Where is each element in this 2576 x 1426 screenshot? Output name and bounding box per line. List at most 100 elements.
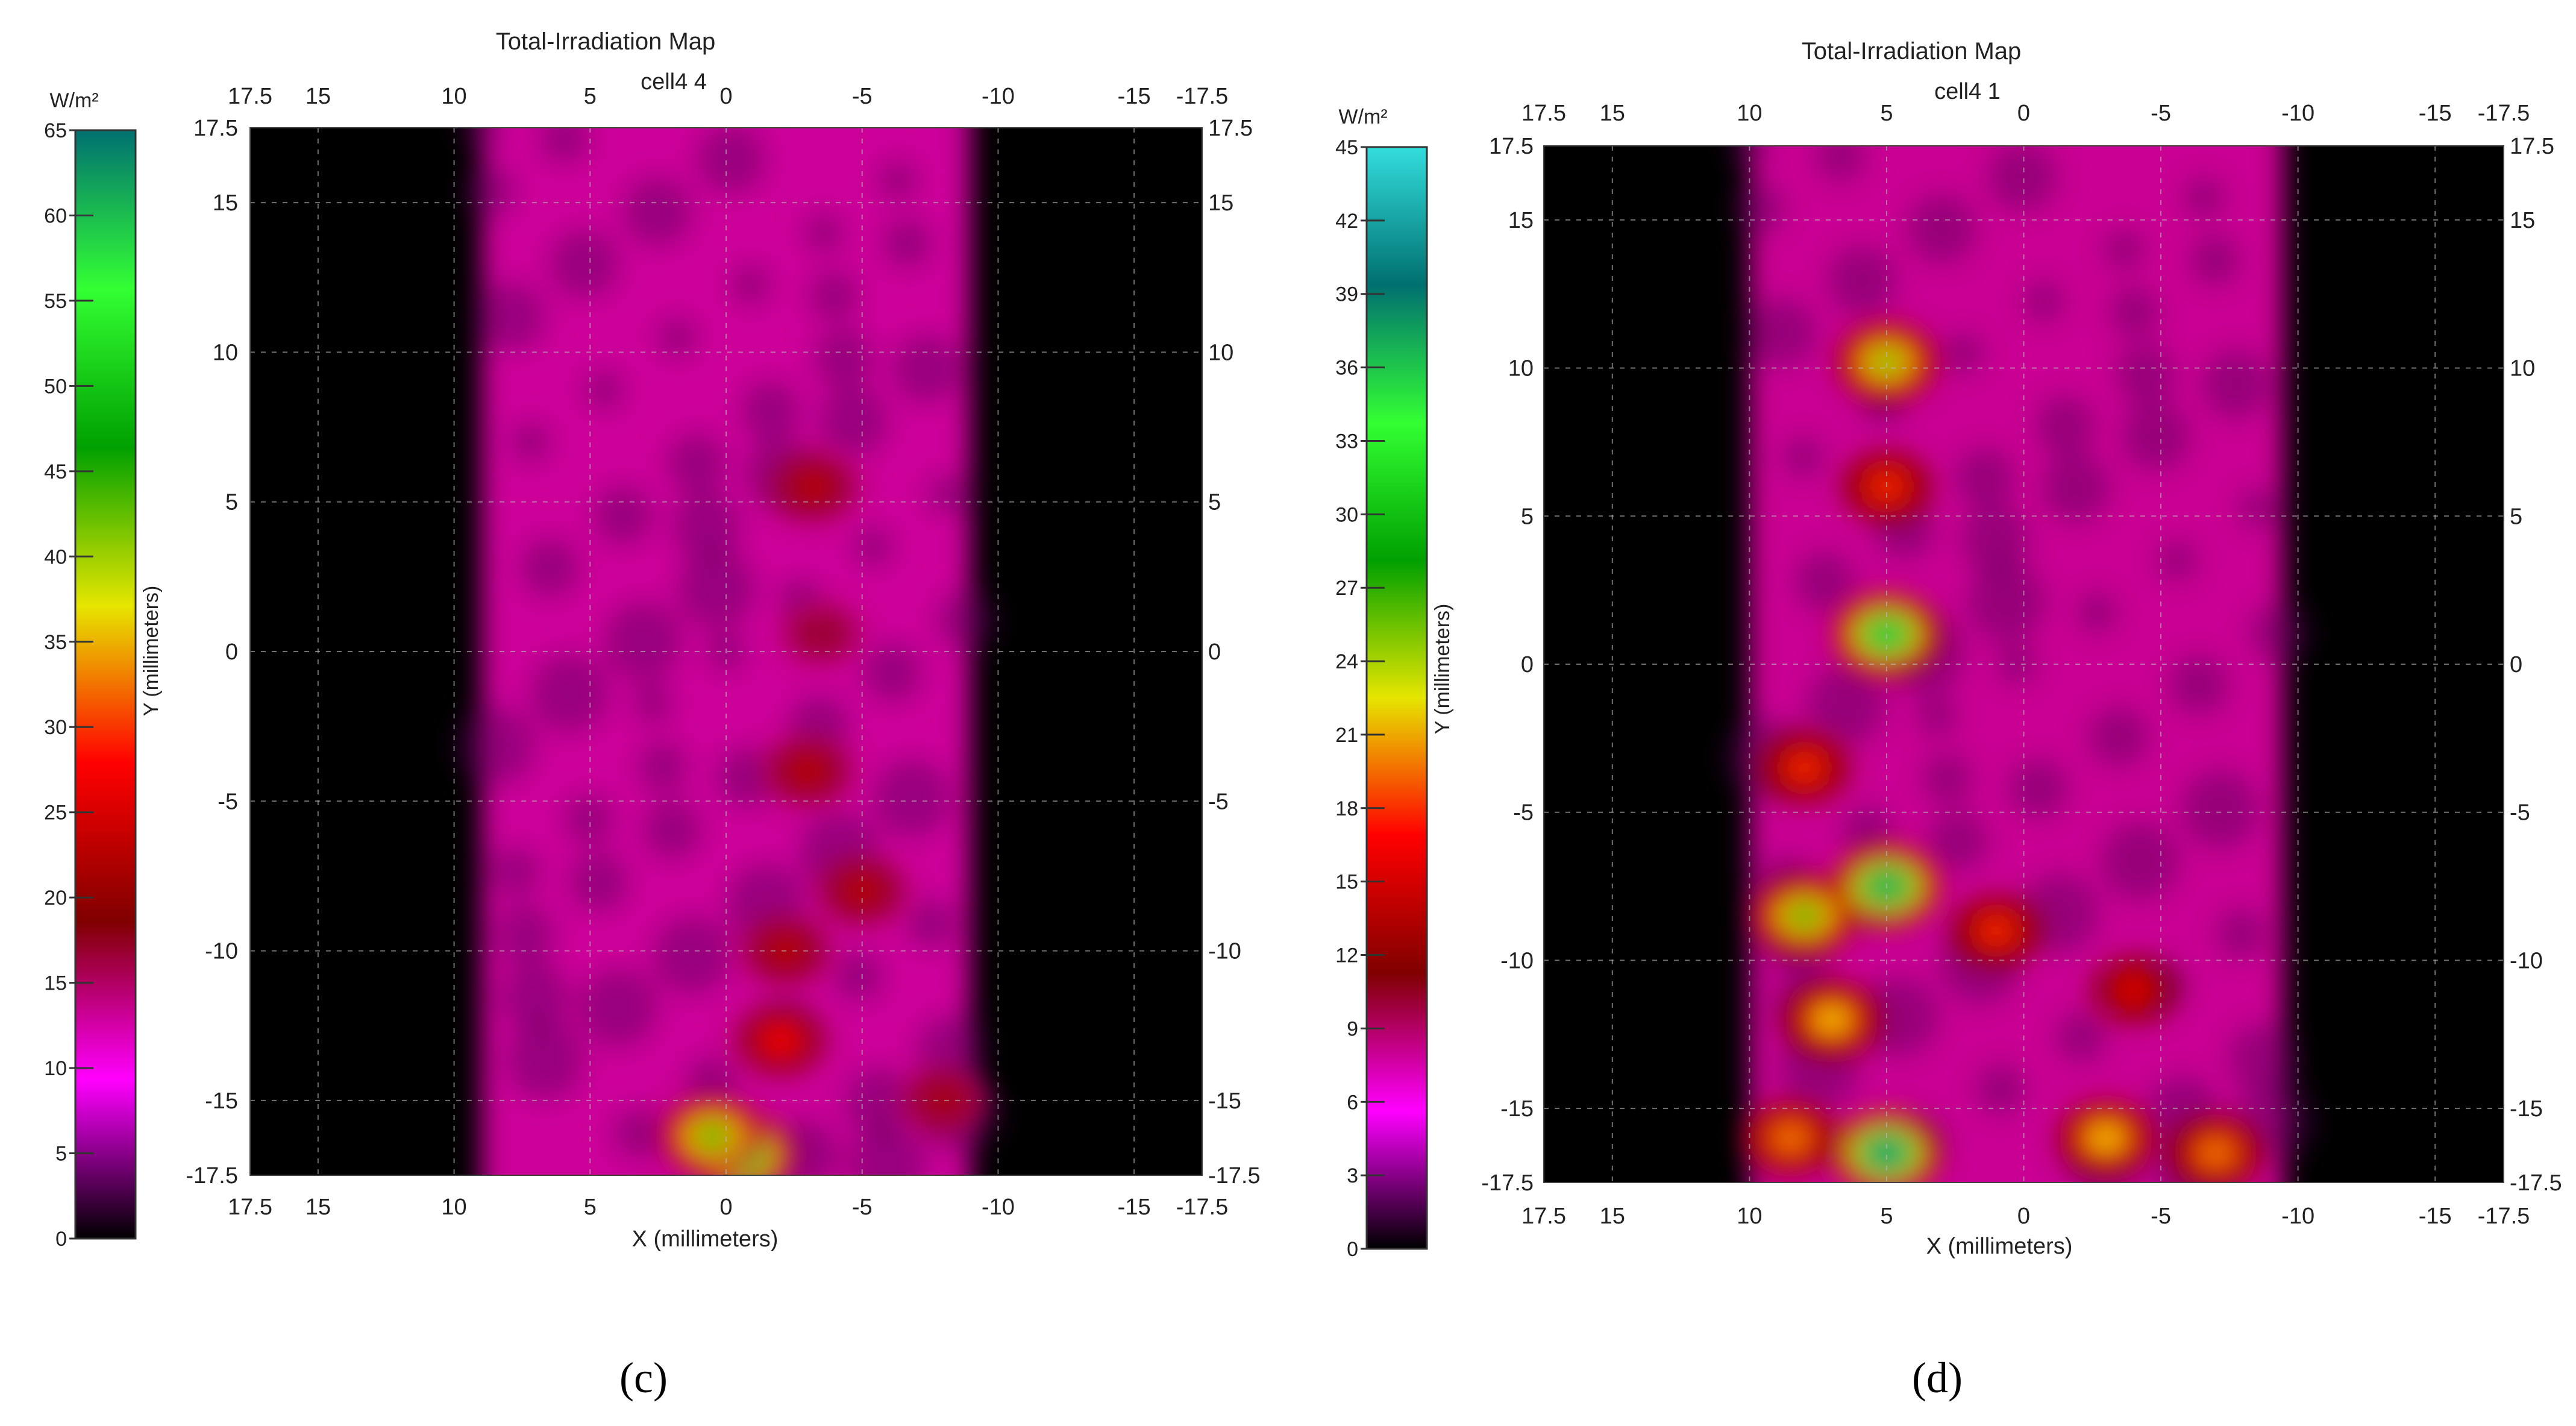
y-tick-label-left: 10: [213, 340, 238, 365]
texture-patch: [519, 536, 581, 598]
hotspot-mark: [1981, 919, 2011, 942]
texture-patch: [582, 368, 625, 411]
x-axis-label: X (millimeters): [1926, 1234, 2073, 1259]
x-tick-label-top: 15: [1600, 101, 1625, 126]
texture-patch: [1954, 447, 2016, 509]
texture-patch: [1858, 976, 1940, 1057]
x-tick-label-bottom: 17.5: [1521, 1204, 1566, 1229]
texture-patch: [2034, 395, 2096, 457]
texture-patch: [656, 316, 698, 359]
colorbar-tick-label: 0: [55, 1228, 67, 1251]
x-tick-label-bottom: -15: [2419, 1204, 2452, 1229]
texture-patch: [695, 128, 767, 195]
colorbar-gradient: [74, 129, 137, 1240]
texture-patch: [2227, 1022, 2299, 1094]
texture-patch: [1996, 643, 2039, 685]
texture-patch: [592, 485, 654, 547]
texture-patch: [1826, 245, 1898, 316]
texture-patch: [876, 159, 919, 201]
texture-patch: [1814, 146, 1867, 183]
y-tick-label-right: 10: [2510, 356, 2535, 382]
x-tick-label-bottom: -10: [2281, 1204, 2314, 1229]
colorbar: 0 5 10 15 20 25 30 35 40 45 50 55 60 65: [44, 119, 137, 1251]
x-tick-label-bottom: 0: [719, 1195, 732, 1220]
texture-patch: [1906, 193, 1978, 265]
texture-patch: [666, 432, 728, 494]
texture-patch: [1975, 1063, 2027, 1116]
x-tick-label-top: -5: [852, 84, 873, 109]
chart-subtitle: cell4 1: [1934, 79, 2001, 104]
hotspot-mark: [798, 476, 828, 498]
texture-patch: [2183, 177, 2225, 219]
texture-patch: [1921, 752, 1973, 805]
x-tick-label-top: 17.5: [1521, 101, 1566, 126]
x-tick-label-top: -17.5: [1176, 84, 1229, 109]
colorbar-unit: W/m²: [1338, 105, 1387, 128]
texture-patch: [528, 653, 610, 734]
x-tick-label-bottom: -5: [852, 1195, 873, 1220]
texture-patch: [1746, 297, 1817, 368]
y-tick-label-right: 5: [2510, 504, 2522, 529]
texture-patch: [935, 589, 997, 651]
y-tick-label-right: -10: [2510, 948, 2543, 973]
colorbar-tick-label: 33: [1335, 430, 1358, 453]
x-tick-label-top: 17.5: [228, 84, 272, 109]
x-tick-label-bottom: 17.5: [228, 1195, 272, 1220]
colorbar-tick-label: 24: [1335, 650, 1358, 673]
texture-patch: [2087, 706, 2149, 768]
texture-patch: [2007, 758, 2069, 820]
texture-patch: [715, 746, 777, 808]
axis-ticks: 17.5 17.5 15 15 10 10 5 5 0 0 -5 -5 -10 -10 -15 -15 -17.…: [1481, 101, 2562, 1229]
colorbar-unit: W/m²: [49, 89, 98, 112]
texture-patch: [881, 217, 933, 269]
y-tick-label-right: -17.5: [2510, 1170, 2562, 1196]
hotspot-mark: [2201, 1142, 2231, 1164]
grid-lines: [1543, 145, 2504, 1183]
chart-subtitle: cell4 4: [641, 69, 707, 95]
texture-patch: [563, 793, 615, 846]
x-tick-label-top: -10: [982, 84, 1015, 109]
x-tick-label-top: 0: [2017, 101, 2030, 126]
y-tick-label-left: 5: [225, 490, 238, 515]
plot-frame: [249, 127, 1203, 1176]
texture-patch: [2180, 768, 2261, 850]
chart-title: Total-Irradiation Map: [1802, 38, 2022, 64]
x-tick-label-bottom: -5: [2151, 1204, 2171, 1229]
y-tick-label-left: -15: [205, 1088, 238, 1114]
texture-patch: [813, 327, 875, 389]
colorbar-tick-label: 15: [44, 972, 67, 995]
texture-patch: [2099, 820, 2181, 902]
texture-patch: [1915, 695, 1958, 737]
hotspot-mark: [1790, 756, 1819, 779]
colorbar-tick-label: 3: [1347, 1164, 1358, 1187]
colorbar-gradient: [1365, 146, 1428, 1250]
hotspot-mark: [1776, 1126, 1805, 1149]
colorbar-tick-label: 10: [44, 1057, 67, 1080]
texture-patch: [807, 269, 860, 322]
texture-patch: [2022, 280, 2065, 322]
texture-patch: [602, 600, 683, 682]
texture-patch: [612, 1107, 664, 1160]
texture-patch: [2114, 343, 2176, 405]
y-tick-label-right: -5: [2510, 800, 2530, 826]
heatmap-panel-c: Total-Irradiation Map cell4 4 W/m² 05101…: [44, 28, 1260, 1402]
x-axis-label: X (millimeters): [632, 1227, 779, 1252]
texture-patch: [2055, 1011, 2107, 1064]
x-tick-label-bottom: 0: [2017, 1204, 2030, 1229]
texture-patch: [1793, 550, 1855, 612]
texture-patch: [568, 851, 630, 913]
colorbar-tick-label: 15: [1335, 871, 1358, 894]
colorbar-tick-label: 65: [44, 119, 67, 142]
texture-patch: [832, 950, 885, 1002]
colorbar-tick-label: 55: [44, 290, 67, 313]
colorbar-tick-label: 36: [1335, 357, 1358, 380]
texture-patch: [1728, 146, 1771, 167]
texture-patch: [915, 1014, 987, 1085]
colorbar-tick-label: 0: [1347, 1238, 1358, 1261]
y-tick-label-right: -15: [1208, 1088, 1241, 1114]
texture-patch: [465, 165, 517, 217]
y-axis-label: Y (millimeters): [1431, 604, 1454, 735]
y-axis-label: Y (millimeters): [140, 586, 163, 717]
colorbar-tick-label: 60: [44, 204, 67, 227]
